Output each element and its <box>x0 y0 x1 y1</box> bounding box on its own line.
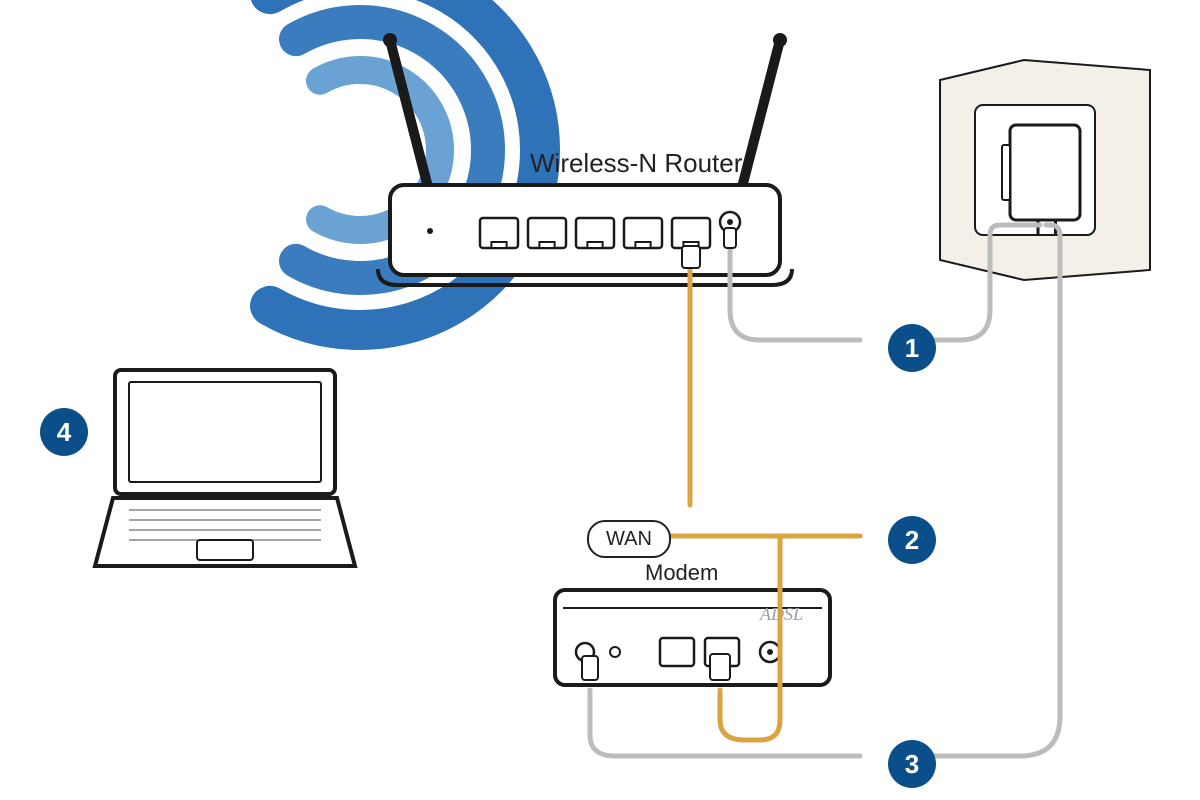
lineart-layer: ADSL <box>0 0 1200 800</box>
wan-pill: WAN <box>587 520 671 558</box>
modem-label: Modem <box>645 560 718 586</box>
step-badge-3: 3 <box>888 740 936 788</box>
diagram-canvas: ADSL Wireless-N Router WAN Modem 1 2 3 4 <box>0 0 1200 800</box>
step-badge-4: 4 <box>40 408 88 456</box>
router-label: Wireless-N Router <box>530 148 742 179</box>
step-badge-1: 1 <box>888 324 936 372</box>
wan-label: WAN <box>606 528 652 550</box>
step-badge-2: 2 <box>888 516 936 564</box>
